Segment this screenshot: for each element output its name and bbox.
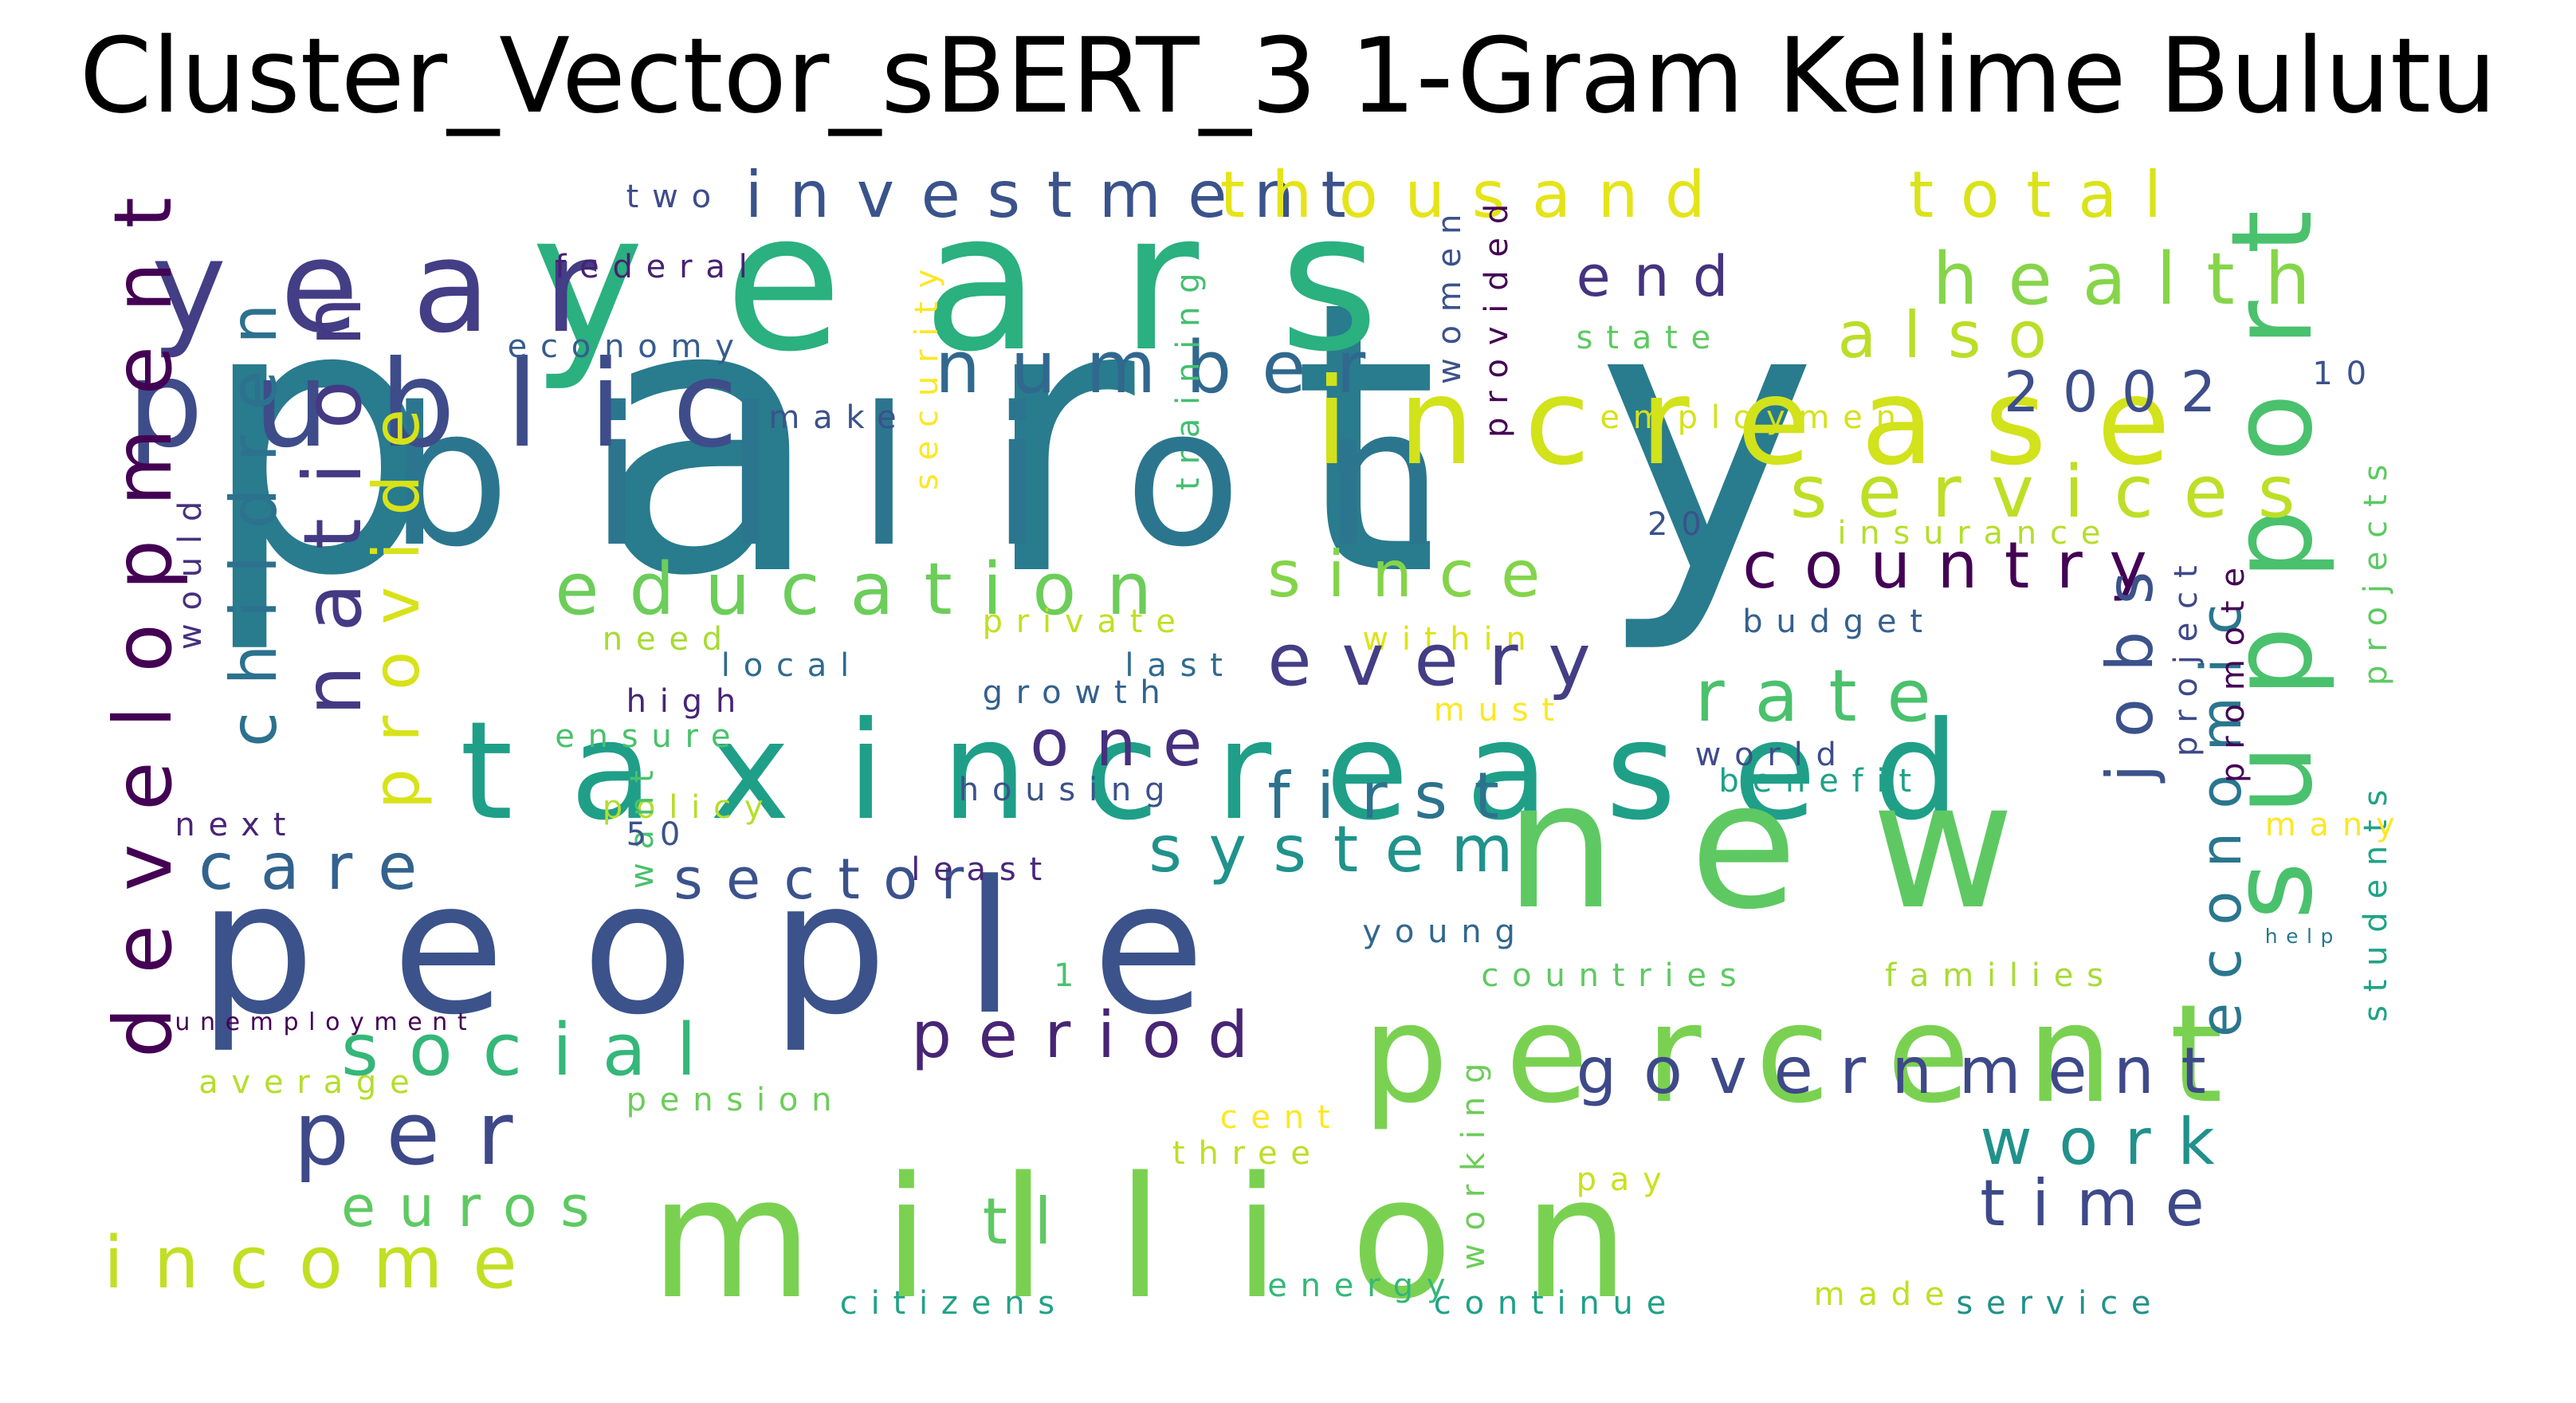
cloud-word-euros: euros [341,1173,613,1240]
cloud-word-percent: percent [1362,976,2280,1134]
cloud-word-20: 20 [1647,505,1715,543]
cloud-word-high: high [626,682,750,720]
cloud-word-world: world [1694,736,1850,773]
cloud-word-pay: pay [1576,1161,1675,1198]
cloud-word-services: services [1789,450,2326,534]
cloud-word-help: help [2264,924,2342,948]
cloud-word-women: women [1431,200,1468,385]
cloud-word-health: health [1932,238,2341,322]
cloud-word-government: government [1576,1033,2233,1108]
cloud-word-care: care [198,830,444,905]
cloud-word-budget: budget [1742,603,1936,640]
cloud-word-project: project [2167,552,2205,757]
cloud-word-energy: energy [1267,1267,1459,1305]
cloud-word-per: per [293,1083,550,1185]
cloud-word-time: time [1980,1166,2232,1241]
cloud-word-least: least [911,851,1055,888]
cloud-word-party: party [198,221,1976,658]
cloud-word-children: children [217,277,291,747]
cloud-word-public: public [127,336,789,475]
cloud-word-two: two [626,178,724,215]
cloud-word-housing: housing [958,772,1179,808]
cloud-word-benefit: benefit [1718,762,1925,800]
cloud-word-tl: tl [982,1184,1079,1259]
cloud-word-security: security [909,256,946,491]
cloud-word-provided: provided [1478,190,1516,438]
cloud-word-10: 10 [2312,355,2380,392]
cloud-word-families: families [1885,957,2117,995]
cloud-word-investment: investment [744,163,1373,232]
cloud-word-citizens: citizens [839,1285,1068,1322]
cloud-word-countries: countries [1481,957,1750,995]
cloud-word-projects: projects [2358,450,2394,686]
cloud-word-within: within [1362,621,1540,658]
cloud-word-education: education [555,548,1182,632]
cloud-word-1: 1 [1054,957,1088,995]
cloud-word-taxincreased: taxincreased [460,692,2016,851]
cloud-word-make: make [768,399,910,437]
cloud-word-provide: provide [359,382,434,809]
cloud-word-cent: cent [1219,1099,1344,1137]
cloud-word-number: number [935,326,1396,411]
cloud-word-50: 50 [626,815,694,853]
cloud-word-working: working [1455,1049,1492,1271]
cloud-word-employment: employment [1600,399,1936,437]
cloud-word-income: income [104,1220,548,1305]
cloud-word-ensure: ensure [555,718,744,756]
cloud-word-development: development [104,163,190,1058]
cloud-word-economy: economy [507,328,748,366]
cloud-word-average: average [198,1063,423,1101]
cloud-word-year: year [151,212,650,362]
cloud-word-one: one [1030,705,1229,780]
cloud-word-young: young [1362,913,1529,950]
cloud-word-policy: policy [602,789,777,827]
cloud-word-work: work [1980,1104,2242,1179]
cloud-word-years: years [531,171,1459,395]
cloud-word-private: private [982,603,1189,640]
cloud-word-period: period [911,998,1275,1073]
cloud-word-growth: growth [982,674,1174,711]
cloud-word-rate: rate [1694,654,1961,738]
word-cloud: party years billion year public increase taxin… [104,163,2479,1359]
cloud-word-social: social [341,1008,727,1092]
cloud-word-unemployment: unemployment [175,1008,477,1037]
cloud-word-training: training [1170,260,1207,491]
cloud-word-increase: increase [1314,353,2221,493]
cloud-word-jobs: jobs [2093,544,2168,783]
cloud-word-billion: billion [388,365,1524,589]
cloud-word-2002: 2002 [2004,359,2240,425]
cloud-word-many: many [2264,807,2409,844]
cloud-word-promote: promote [2215,554,2252,784]
cloud-word-need: need [602,621,736,658]
cloud-word-end: end [1576,244,1752,310]
cloud-word-next: next [175,807,300,844]
cloud-word-sector: sector [673,846,988,912]
cloud-word-insurance: insurance [1837,514,2115,552]
cloud-word-people: people [198,843,1282,1056]
cloud-word-country: country [1742,529,2174,603]
cloud-word-thousand: thousand [1219,163,1733,232]
cloud-word-service: service [1956,1285,2165,1322]
cloud-word-first: first [1267,759,1526,834]
cloud-word-federal: federal [555,249,761,286]
cloud-word-three: three [1172,1134,1324,1172]
cloud-word-continue: continue [1433,1285,1680,1322]
cloud-word-system: system [1149,812,1541,886]
cloud-word-last: last [1125,647,1236,685]
cloud-word-made: made [1813,1276,1958,1314]
cloud-word-new: new [1505,744,2089,949]
cloud-word-since: since [1267,537,1567,612]
cloud-word-million: million [650,1140,1700,1336]
cloud-word-pension: pension [626,1081,846,1118]
cloud-word-state: state [1576,320,1724,357]
cloud-word-must: must [1433,692,1568,729]
chart-title: Cluster_Vector_sBERT_3 1-Gram Kelime Bul… [79,15,2497,136]
cloud-word-every: every [1267,619,1621,703]
cloud-word-local: local [721,647,862,685]
cloud-word-total: total [1908,163,2189,232]
cloud-word-also: also [1837,298,2074,373]
cloud-word-would: would [172,488,210,650]
